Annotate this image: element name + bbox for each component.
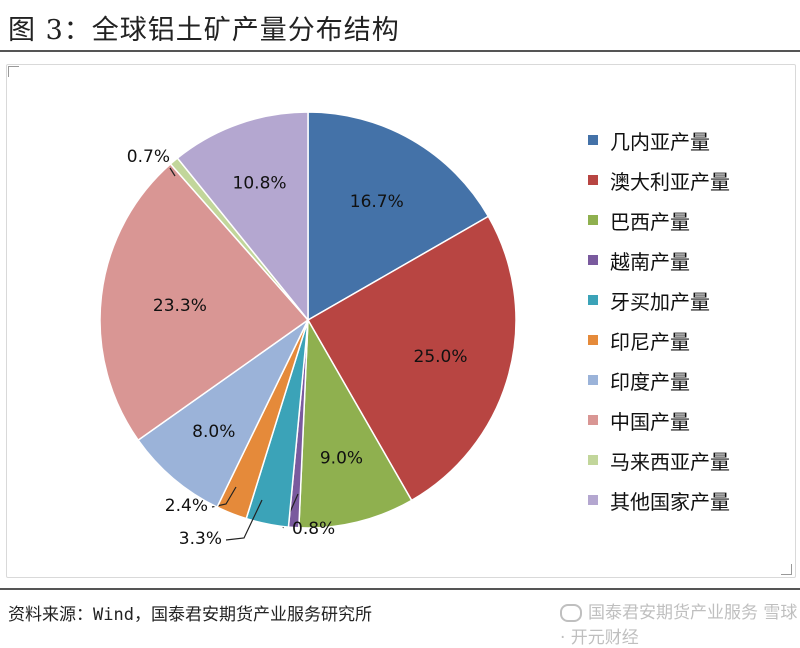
legend-item: 其他国家产量 (588, 480, 730, 520)
pie-slice (307, 111, 490, 322)
chart-title: 图 3：全球铝土矿产量分布结构 (8, 15, 400, 46)
legend-swatch (588, 175, 598, 185)
pie-slice (298, 317, 413, 529)
legend-item: 牙买加产量 (588, 280, 730, 320)
slice-value-label: 2.4% (165, 496, 208, 516)
legend-item: 越南产量 (588, 240, 730, 280)
source-note: 资料来源：Wind，国泰君安期货产业服务研究所 (8, 605, 372, 625)
slice-value-label: 9.0% (320, 448, 363, 468)
legend-swatch (588, 455, 598, 465)
leader-line (169, 167, 176, 177)
pie-slice (99, 162, 310, 442)
legend-label: 中国产量 (610, 409, 690, 434)
legend-label: 印尼产量 (610, 329, 690, 354)
wechat-icon (560, 604, 582, 622)
legend-swatch (588, 415, 598, 425)
legend-swatch (588, 495, 598, 505)
legend-label: 其他国家产量 (610, 489, 730, 514)
legend-swatch (588, 215, 598, 225)
legend-item: 印度产量 (588, 360, 730, 400)
legend-swatch (588, 135, 598, 145)
chart-legend: 几内亚产量澳大利亚产量 巴西产量越南产量牙买加产量印尼产量印度产量中国产量马来西亚… (588, 120, 730, 520)
pie-slice (176, 111, 309, 323)
slice-value-label: 8.0% (192, 422, 235, 442)
pie-slice (306, 215, 517, 502)
legend-item: 几内亚产量 (588, 120, 730, 160)
legend-label: 印度产量 (610, 369, 690, 394)
legend-label: 澳大利亚产量 (610, 169, 730, 194)
slice-value-label: 3.3% (179, 529, 222, 549)
legend-item: 中国产量 (588, 400, 730, 440)
legend-label: 牙买加产量 (610, 289, 710, 314)
chart-frame (6, 64, 796, 578)
slice-value-label: 0.8% (292, 519, 335, 539)
legend-swatch (588, 335, 598, 345)
legend-item: 澳大利亚产量 (588, 160, 730, 200)
slice-value-label: 16.7% (350, 192, 404, 212)
legend-swatch (588, 255, 598, 265)
legend-swatch (588, 295, 598, 305)
legend-label: 巴西产量 (610, 209, 690, 234)
footer-divider (0, 588, 800, 590)
legend-label: 马来西亚产量 (610, 449, 730, 474)
slice-value-label: 25.0% (414, 347, 468, 367)
legend-label: 越南产量 (610, 249, 690, 274)
legend-item: 马来西亚产量 (588, 440, 730, 480)
legend-label: 几内亚产量 (610, 129, 710, 154)
leader-line (225, 499, 263, 541)
legend-swatch (588, 375, 598, 385)
legend-item: 印尼产量 (588, 320, 730, 360)
watermark: 国泰君安期货产业服务 雪球 · 开元财经 (560, 598, 800, 648)
pie-slice (137, 319, 309, 509)
watermark-text: 国泰君安期货产业服务 雪球 · 开元财经 (560, 603, 798, 648)
legend-item: 巴西产量 (588, 200, 730, 240)
title-divider (0, 50, 800, 52)
slice-value-label: 23.3% (153, 296, 207, 316)
frame-corner-mark (8, 66, 19, 77)
slice-value-label: 0.7% (127, 147, 170, 167)
slice-value-label: 10.8% (233, 174, 287, 194)
frame-corner-mark (781, 564, 792, 575)
